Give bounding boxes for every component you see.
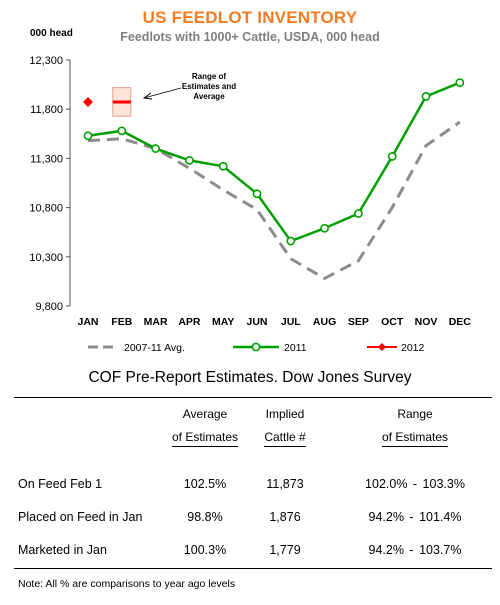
x-tick-label: SEP <box>348 316 369 328</box>
x-tick-label: OCT <box>381 316 404 328</box>
row-placed-average: 98.8% <box>187 510 223 524</box>
x-tick-label: DEC <box>449 316 472 328</box>
x-tick-label: JUL <box>281 316 301 328</box>
point-2011 <box>252 189 262 199</box>
y-tick-label: 12,300 <box>29 55 63 67</box>
chart-subtitle: Feedlots with 1000+ Cattle, USDA, 000 he… <box>120 30 380 44</box>
legend-label-2012: 2012 <box>401 342 425 354</box>
x-tick-label: NOV <box>415 316 438 328</box>
y-tick-label: 11,300 <box>30 153 63 165</box>
y-axis-unit-label: 000 head <box>30 28 73 39</box>
x-tick-label: FEB <box>111 316 132 328</box>
footnote: Note: All % are comparisons to year ago … <box>18 578 236 590</box>
y-tick-label: 10,800 <box>29 203 63 215</box>
row-marketed-implied: 1,779 <box>269 543 301 557</box>
point-2011 <box>421 92 431 101</box>
header-average-line1: Average <box>182 407 228 421</box>
series-line-2007-11-avg <box>87 120 461 281</box>
legend-label-2011: 2011 <box>284 342 307 354</box>
point-2012 <box>83 97 93 108</box>
point-2011 <box>387 152 397 161</box>
table-title: COF Pre-Report Estimates. Dow Jones Surv… <box>88 369 412 386</box>
header-average-line2: of Estimates <box>160 430 250 447</box>
row-marketed-average: 100.3% <box>183 543 227 557</box>
row-on-feed-range: 102.0% - 103.3% <box>365 477 465 491</box>
header-implied-line2: Cattle # <box>245 430 325 447</box>
x-tick-label: MAY <box>212 316 234 328</box>
row-marketed-range: 94.2% - 103.7% <box>368 543 462 557</box>
x-tick-label: AUG <box>313 316 336 328</box>
annotation-arrow-shaft <box>143 87 182 99</box>
chart-title: US FEEDLOT INVENTORY <box>142 8 358 27</box>
legend-marker-2012 <box>378 343 386 351</box>
feedlot-inventory-chart: 9,800 10,300 10,800 11,300 11,800 12,300 JAN FE… <box>29 55 472 354</box>
point-2011 <box>320 223 329 233</box>
row-label-marketed: Marketed in Jan <box>18 543 107 557</box>
y-tick-label: 11,800 <box>30 104 63 116</box>
point-2011 <box>151 144 160 153</box>
row-placed-implied: 1,876 <box>269 510 301 524</box>
point-2011 <box>83 131 93 141</box>
legend-marker-2011 <box>251 342 261 352</box>
x-tick-label: JAN <box>77 316 98 328</box>
row-label-placed: Placed on Feed in Jan <box>18 510 143 524</box>
point-2011 <box>218 161 228 171</box>
annotation-arrow-head <box>142 92 153 100</box>
series-line-2011 <box>87 81 461 243</box>
y-tick-label: 10,300 <box>29 252 63 264</box>
point-2011 <box>286 236 296 246</box>
legend-label-2007-11-avg: 2007-11 Avg. <box>124 342 185 354</box>
header-range-line2: of Estimates <box>345 430 485 447</box>
x-tick-label: MAR <box>144 316 168 328</box>
row-on-feed-average: 102.5% <box>183 477 227 491</box>
y-tick-label: 9,800 <box>35 301 63 313</box>
point-2011 <box>117 126 127 136</box>
header-implied-line1: Implied <box>265 407 305 421</box>
point-2011 <box>184 155 194 165</box>
row-on-feed-implied: 11,873 <box>266 477 304 491</box>
range-annotation: Range of Estimates and Average <box>182 72 236 101</box>
header-range-line1: Range <box>397 407 433 421</box>
point-2011 <box>455 78 465 88</box>
table-bottom-rule <box>14 568 492 569</box>
x-tick-label: JUN <box>246 316 267 328</box>
row-label-on-feed: On Feed Feb 1 <box>18 477 103 491</box>
point-2011 <box>353 209 363 218</box>
row-placed-range: 94.2% - 101.4% <box>368 510 462 524</box>
x-tick-label: APR <box>178 316 201 328</box>
table-top-rule <box>14 397 492 398</box>
